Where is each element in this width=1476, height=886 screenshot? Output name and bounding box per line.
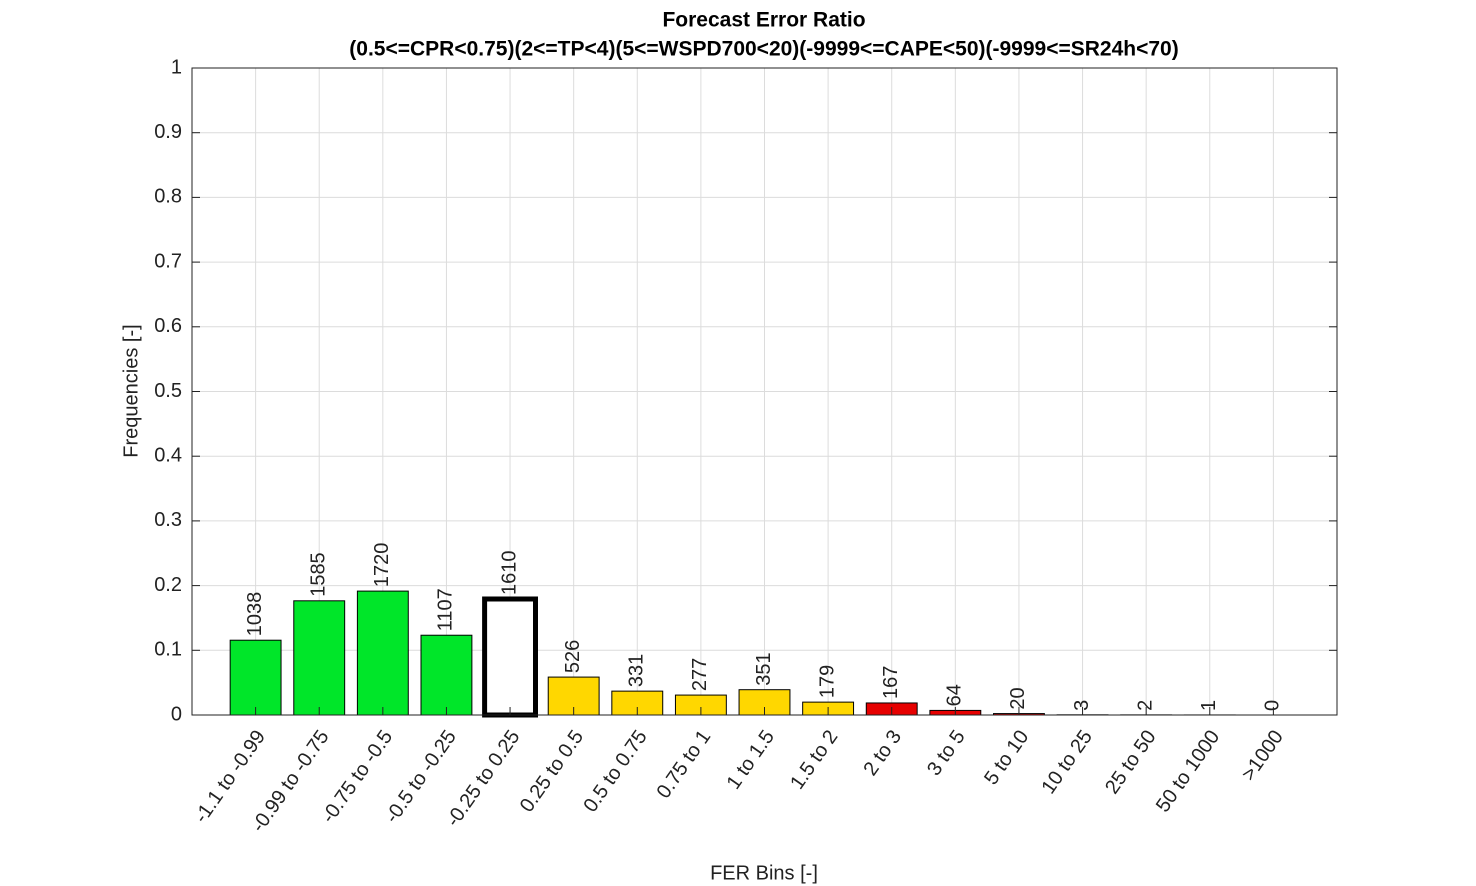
data-label: 1720 — [371, 543, 393, 588]
x-tick-label: 3 to 5 — [923, 726, 970, 780]
x-tick-label: 1 to 1.5 — [723, 726, 779, 793]
data-label: 179 — [816, 665, 838, 698]
data-label: 1610 — [498, 550, 520, 595]
bar — [420, 634, 473, 716]
chart-subtitle: (0.5<=CPR<0.75)(2<=TP<4)(5<=WSPD700<20)(… — [349, 38, 1178, 61]
x-tick-label: 0.75 to 1 — [653, 726, 716, 802]
x-tick-label: >1000 — [1238, 726, 1288, 785]
data-label: 1038 — [244, 592, 266, 637]
x-tick-label: 0.25 to 0.5 — [516, 726, 588, 816]
x-tick-label: 2 to 3 — [859, 726, 906, 780]
data-label: 167 — [880, 666, 902, 699]
x-tick-label: 1.5 to 2 — [786, 726, 842, 793]
y-tick-label: 0.4 — [154, 444, 182, 466]
x-axis-label: FER Bins [-] — [710, 862, 818, 884]
y-tick-label: 0.5 — [154, 380, 182, 402]
y-tick-label: 0.9 — [154, 121, 182, 143]
y-tick-label: 0.2 — [154, 574, 182, 596]
bar — [356, 590, 409, 716]
bar — [293, 600, 346, 716]
plot-frame — [191, 67, 1338, 716]
y-tick-label: 0 — [171, 703, 182, 725]
data-label: 351 — [753, 652, 775, 685]
x-tick-label: 25 to 50 — [1101, 726, 1160, 798]
data-label: 64 — [944, 684, 966, 706]
x-tick-label: 0.5 to 0.75 — [579, 726, 651, 816]
x-tick-label: 5 to 10 — [980, 726, 1033, 789]
x-tick-label: 50 to 1000 — [1152, 726, 1224, 816]
y-tick-label: 0.3 — [154, 509, 182, 531]
data-label: 1585 — [308, 552, 330, 597]
data-label: 1 — [1198, 700, 1220, 711]
y-axis-label: Frequencies [-] — [120, 324, 142, 457]
data-label: 0 — [1262, 700, 1284, 711]
bar — [482, 596, 539, 718]
data-label: 20 — [1007, 687, 1029, 709]
y-tick-label: 1 — [171, 56, 182, 78]
y-tick-label: 0.6 — [154, 315, 182, 337]
y-tick-label: 0.8 — [154, 186, 182, 208]
data-label: 2 — [1134, 700, 1156, 711]
bar — [229, 639, 282, 716]
data-label: 3 — [1071, 700, 1093, 711]
chart-title: Forecast Error Ratio — [662, 9, 865, 32]
y-tick-label: 0.7 — [154, 250, 182, 272]
data-label: 1107 — [435, 588, 457, 631]
data-label: 277 — [689, 658, 711, 691]
x-tick-label: 10 to 25 — [1037, 726, 1096, 798]
data-label: 331 — [626, 654, 648, 687]
data-label: 526 — [562, 640, 584, 673]
y-tick-label: 0.1 — [154, 639, 182, 661]
